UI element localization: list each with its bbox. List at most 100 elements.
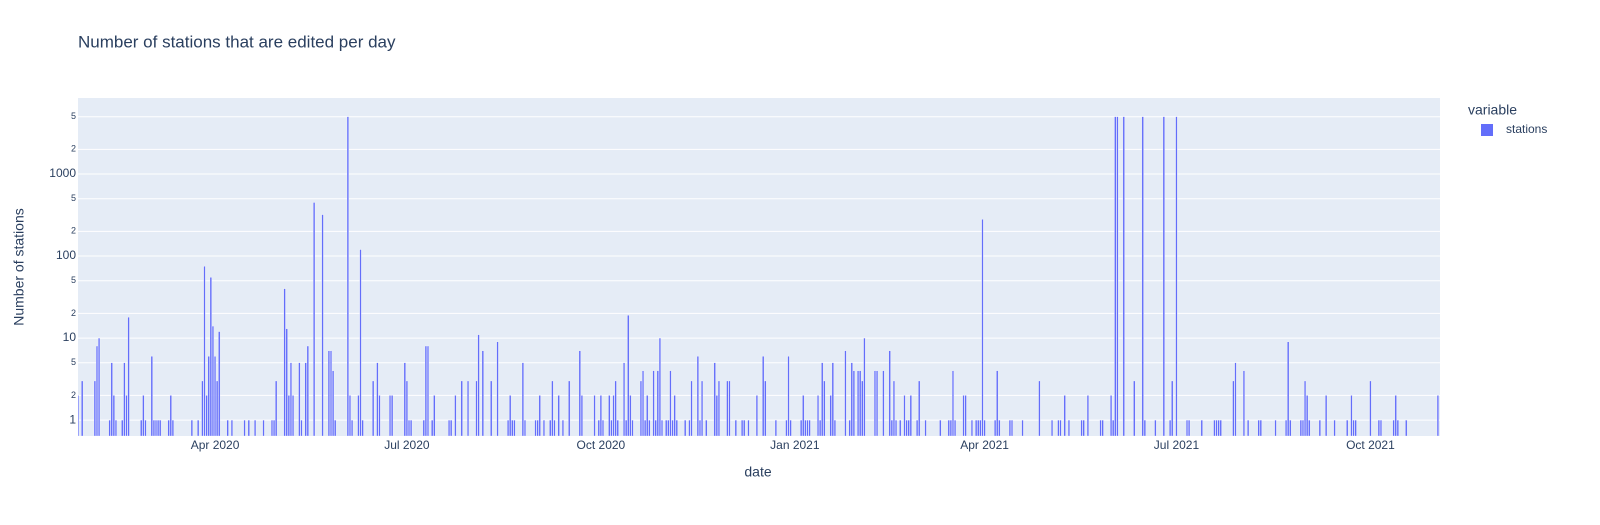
bar	[1352, 419, 1355, 436]
bar	[705, 419, 708, 436]
bar	[1122, 116, 1125, 436]
bar	[1021, 419, 1024, 436]
bar	[112, 395, 115, 436]
bar	[285, 328, 288, 436]
bar	[916, 419, 919, 436]
bar	[939, 419, 942, 436]
legend-label: stations	[1506, 122, 1547, 136]
bar	[612, 395, 615, 436]
bar	[665, 419, 668, 436]
bar	[1285, 419, 1288, 436]
bar	[1299, 419, 1302, 436]
bar	[169, 395, 172, 436]
y-axis-label: Number of stations	[11, 208, 27, 326]
bar	[460, 380, 463, 436]
bar	[998, 419, 1001, 436]
bar	[964, 395, 967, 436]
bar	[330, 350, 332, 436]
bar	[538, 395, 541, 436]
bar	[536, 419, 539, 436]
bar	[218, 331, 221, 436]
bar	[1379, 419, 1382, 436]
y-tick-label: 2	[71, 390, 76, 400]
bar	[1143, 419, 1146, 436]
bar	[1008, 419, 1011, 436]
bar	[1354, 419, 1357, 436]
x-tick-label: Jul 2020	[384, 438, 430, 452]
bar	[1082, 419, 1085, 436]
chart-title: Number of stations that are edited per d…	[78, 32, 396, 51]
bar	[1369, 380, 1372, 436]
bar	[110, 362, 113, 436]
bar	[819, 419, 822, 436]
x-tick-label: Jan 2021	[770, 438, 820, 452]
bar	[1169, 419, 1172, 436]
bar	[597, 419, 600, 436]
bar	[673, 395, 676, 436]
bar	[1011, 419, 1013, 436]
bar	[823, 380, 826, 436]
bar	[667, 419, 670, 436]
bar	[616, 419, 619, 436]
bar	[857, 370, 860, 436]
bar	[675, 419, 678, 436]
bar	[979, 419, 982, 436]
bar	[391, 395, 394, 436]
bar	[270, 419, 273, 436]
bar	[1377, 419, 1380, 436]
bar	[475, 380, 478, 436]
bar	[951, 370, 954, 436]
bar	[614, 380, 617, 436]
bar	[1215, 419, 1218, 436]
bar	[448, 419, 451, 436]
bar	[578, 350, 581, 436]
bar	[551, 380, 554, 436]
bar	[211, 325, 214, 436]
bar	[808, 419, 811, 436]
bar	[123, 362, 126, 436]
bar	[899, 419, 902, 436]
bar	[873, 370, 876, 436]
bar	[696, 356, 699, 436]
bar	[1067, 419, 1070, 436]
y-tick-label: 5	[71, 357, 76, 367]
bar	[346, 116, 349, 436]
bar	[1247, 419, 1250, 436]
bar	[273, 419, 276, 436]
bar	[1171, 380, 1174, 436]
bar	[1242, 370, 1245, 436]
bar	[890, 419, 893, 436]
bar	[646, 395, 649, 436]
bar	[861, 380, 864, 436]
bar	[216, 380, 219, 436]
bar	[1232, 380, 1235, 436]
bar	[949, 419, 952, 436]
bar	[523, 419, 526, 436]
bar	[1057, 419, 1060, 436]
bar	[639, 380, 642, 436]
bar	[424, 345, 427, 436]
bar	[833, 419, 836, 436]
bar	[405, 380, 408, 436]
bar	[713, 362, 716, 436]
bar	[764, 380, 767, 436]
bar	[1038, 380, 1041, 436]
y-tick-label: 100	[56, 248, 76, 262]
bar	[821, 362, 824, 436]
bar	[144, 419, 147, 436]
bar	[580, 395, 583, 436]
bar	[197, 419, 200, 436]
bar	[625, 419, 628, 436]
bar	[1325, 395, 1328, 436]
bar	[553, 419, 556, 436]
bar	[631, 419, 634, 436]
bar	[348, 395, 351, 436]
bar	[389, 395, 392, 436]
bar	[850, 362, 853, 436]
bar	[844, 350, 847, 436]
bar	[78, 395, 79, 436]
bar	[1396, 419, 1399, 436]
bar	[787, 356, 790, 436]
bar	[1257, 419, 1260, 436]
